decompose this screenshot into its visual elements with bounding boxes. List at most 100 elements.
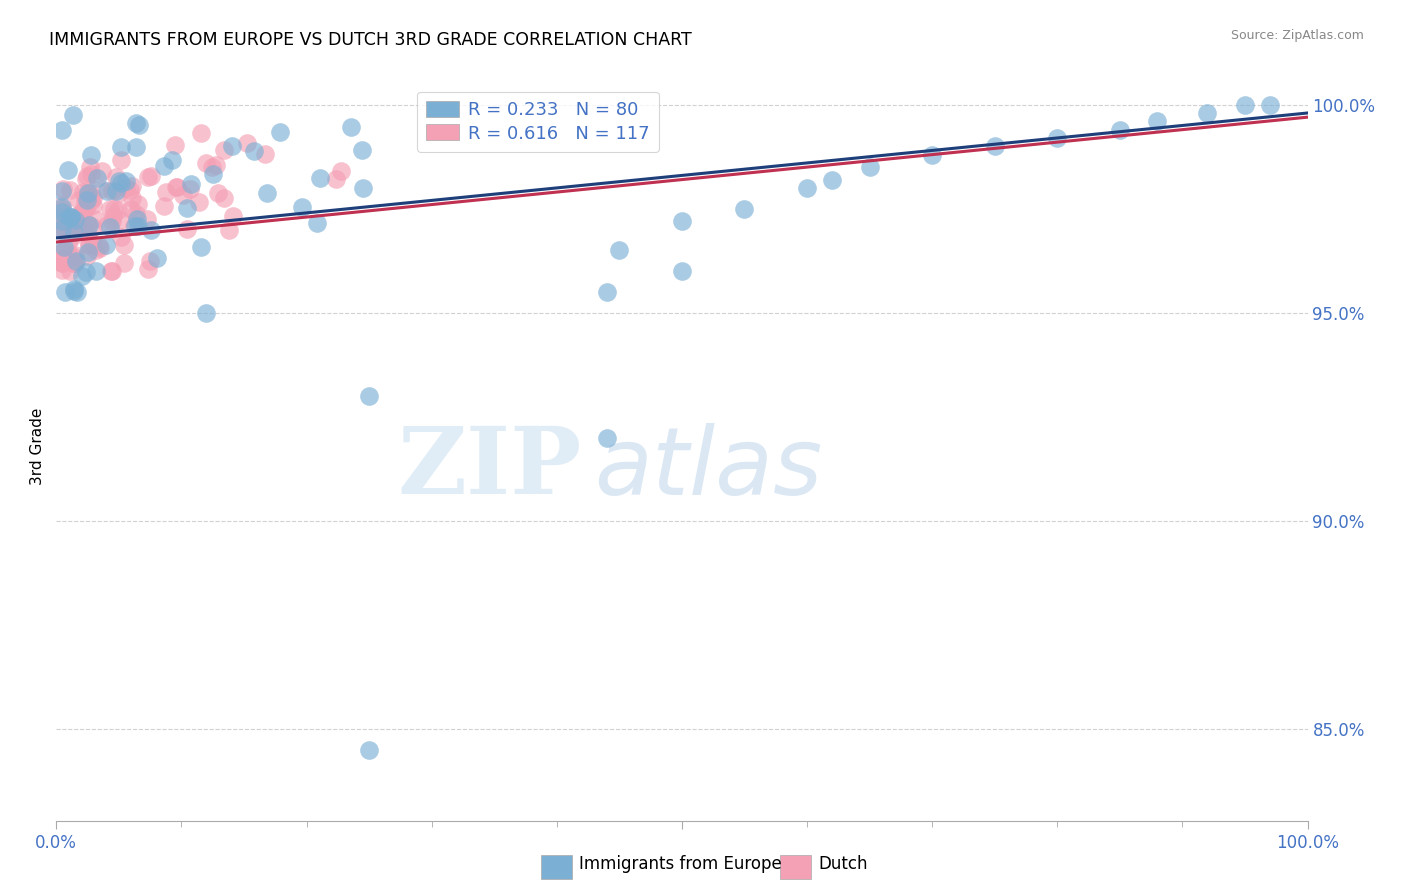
Point [609,244,631,258]
Point [53,285,76,299]
Point [72,202,94,217]
Point [59,183,82,197]
Point [77,237,100,252]
Point [105,184,128,198]
Text: atlas: atlas [595,423,823,514]
Point [114,174,136,188]
Point [163,138,186,153]
Point [51,214,73,228]
Point [1046,131,1069,145]
Point [52,182,75,196]
Point [100,263,122,277]
Point [253,146,276,161]
Point [160,153,183,168]
Point [67,222,90,236]
Point [858,160,880,174]
Point [309,171,332,186]
Point [124,219,146,233]
Point [52,251,75,265]
Point [221,139,243,153]
Point [63,256,86,270]
Point [62,256,84,270]
Text: IMMIGRANTS FROM EUROPE VS DUTCH 3RD GRADE CORRELATION CHART: IMMIGRANTS FROM EUROPE VS DUTCH 3RD GRAD… [49,31,692,49]
Point [72,268,94,283]
Point [60,210,83,224]
Point [1197,106,1219,120]
Point [60,210,83,224]
Point [96,184,118,198]
Point [51,205,73,219]
Point [242,144,264,158]
Point [72,185,94,199]
Point [101,264,124,278]
Point [56,163,79,178]
Point [90,182,112,196]
Point [101,209,124,223]
Point [65,253,87,268]
Point [84,264,107,278]
Point [51,198,73,212]
Point [51,123,73,137]
Point [53,240,76,254]
Point [52,219,75,234]
Point [75,194,97,209]
Point [63,248,86,262]
Point [128,118,150,132]
Point [80,194,103,208]
Point [110,177,132,191]
Point [87,239,110,253]
Point [55,211,77,226]
Point [51,256,73,270]
Point [91,164,114,178]
Point [67,193,90,207]
Point [212,191,235,205]
Point [305,216,328,230]
Point [58,218,80,232]
Point [58,210,80,224]
Point [69,207,91,221]
Point [51,184,73,198]
Point [176,202,198,216]
Point [153,160,176,174]
Point [139,253,162,268]
Point [76,186,98,201]
Point [76,169,98,183]
Point [51,244,73,259]
Point [75,202,97,217]
Point [51,202,73,217]
Point [69,214,91,228]
Point [120,202,142,216]
Point [73,222,96,236]
Point [73,203,96,218]
Point [76,193,98,207]
Point [172,187,194,202]
Point [63,282,86,296]
Point [94,238,117,252]
Point [190,240,212,254]
Point [218,222,240,236]
Point [195,306,218,320]
Point [212,143,235,157]
Point [165,179,187,194]
Point [51,222,73,236]
Point [75,265,97,279]
Point [63,226,86,240]
Point [62,108,84,122]
Text: Source: ZipAtlas.com: Source: ZipAtlas.com [1230,29,1364,42]
Point [60,230,83,244]
Point [107,202,129,217]
Point [207,186,229,200]
Point [76,218,98,232]
Point [66,223,89,237]
Point [176,221,198,235]
Point [89,241,111,255]
Point [114,181,136,195]
Point [82,198,104,212]
Point [51,222,73,236]
Point [269,125,291,139]
Point [104,170,127,185]
Point [222,209,245,223]
Point [77,238,100,252]
Point [63,256,86,270]
Point [52,219,75,234]
